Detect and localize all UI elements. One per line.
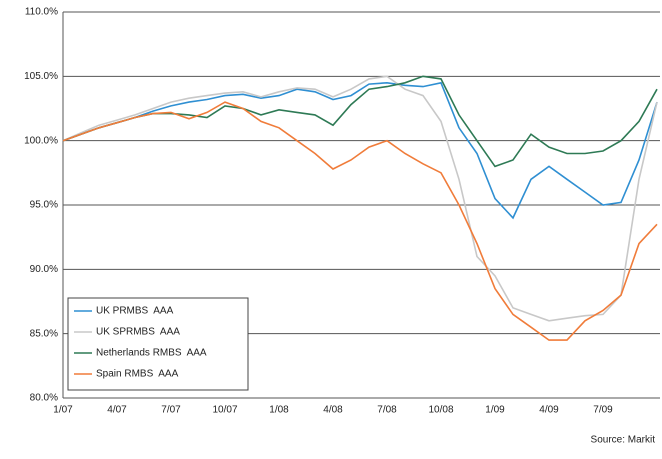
y-tick-label: 80.0%: [30, 393, 58, 404]
legend: UK PRMBS AAA UK SPRMBS AAA Netherlands RMB…: [67, 297, 249, 391]
x-tick-label: 1/07: [53, 405, 73, 416]
x-tick-label: 10/08: [428, 405, 453, 416]
series-line: [62, 75, 658, 322]
x-tick-label: 10/07: [212, 405, 237, 416]
x-tick-label: 4/08: [323, 405, 343, 416]
legend-label: Netherlands RMBS AAA: [96, 348, 207, 359]
x-tick-label: 7/09: [593, 405, 613, 416]
x-tick-label: 7/07: [161, 405, 181, 416]
x-tick-label: 7/08: [377, 405, 397, 416]
y-tick-label: 100.0%: [24, 135, 58, 146]
y-tick-label: 95.0%: [30, 200, 58, 211]
legend-label: Spain RMBS AAA: [96, 369, 179, 380]
legend-label: UK SPRMBS AAA: [96, 327, 180, 338]
x-tick-label: 1/08: [269, 405, 289, 416]
x-tick-label: 4/07: [107, 405, 127, 416]
series-line: [62, 101, 658, 341]
legend-box: [67, 297, 249, 391]
y-tick-label: 85.0%: [30, 328, 58, 339]
series-line: [62, 81, 658, 220]
legend-label: UK PRMBS AAA: [96, 306, 174, 317]
x-tick-label: 1/09: [485, 405, 505, 416]
y-tick-label: 105.0%: [24, 71, 58, 82]
x-tick-label: 4/09: [539, 405, 559, 416]
y-tick-label: 90.0%: [30, 264, 58, 275]
source-note: Source: Markit: [591, 435, 656, 446]
y-tick-label: 110.0%: [25, 7, 58, 18]
